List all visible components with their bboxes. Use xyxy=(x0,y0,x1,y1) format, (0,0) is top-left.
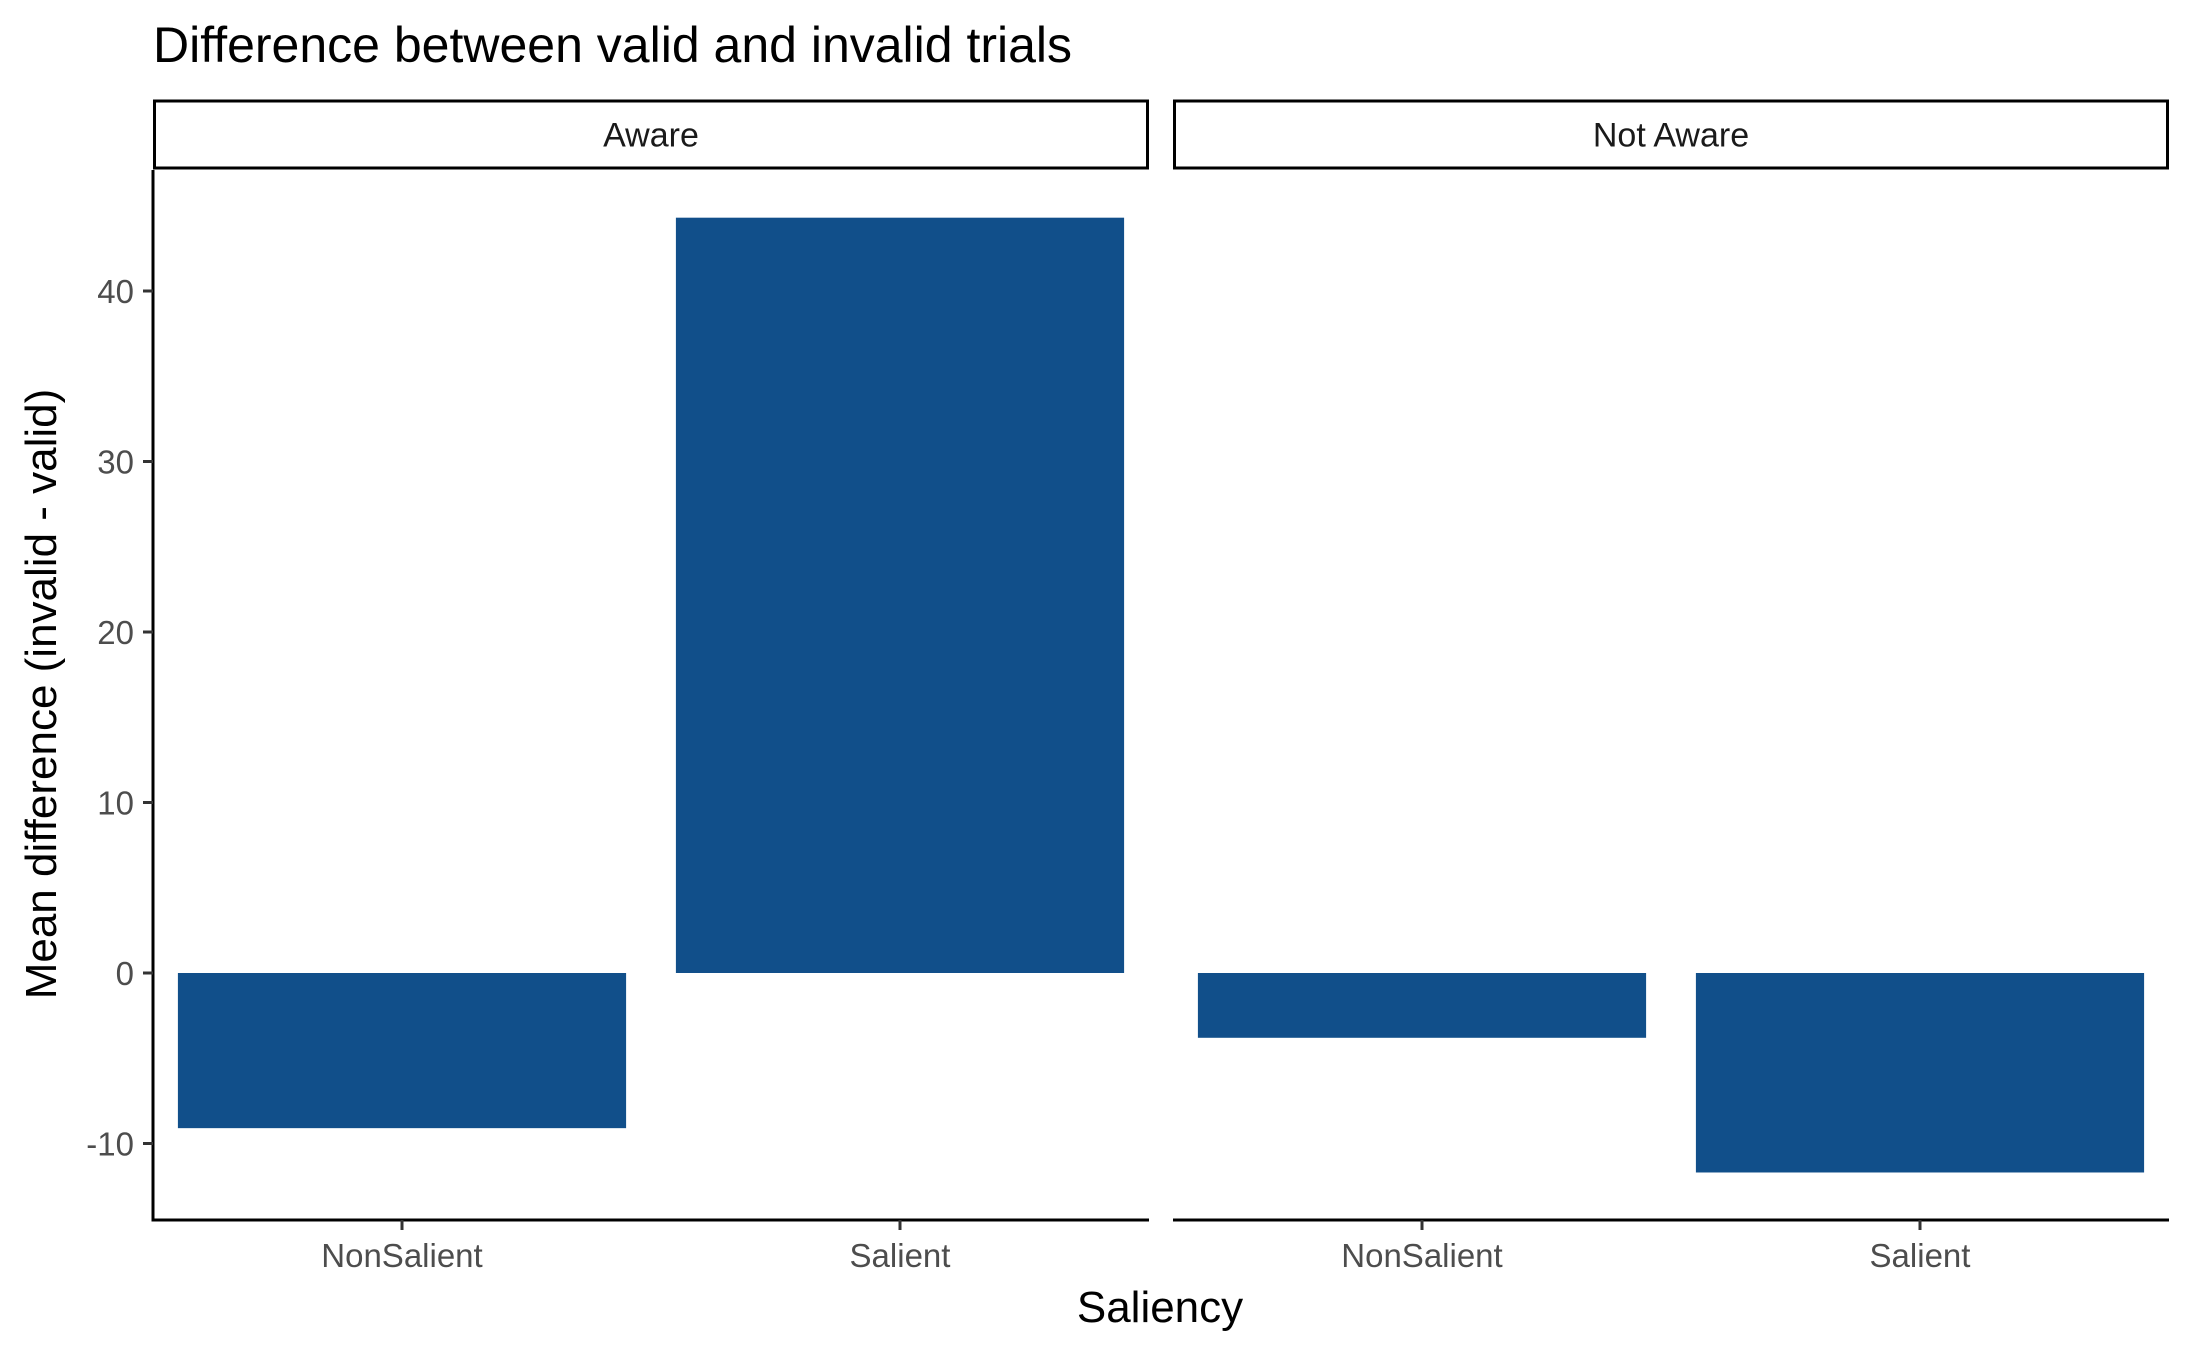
x-tick-label: NonSalient xyxy=(1341,1237,1502,1274)
y-axis: -10 0 10 20 30 40 xyxy=(86,170,155,1222)
y-axis-title: Mean difference (invalid - valid) xyxy=(17,389,66,1000)
x-axis-title: Saliency xyxy=(1077,1283,1243,1332)
y-tick-label: -10 xyxy=(86,1126,134,1163)
facet-label-aware: Aware xyxy=(603,117,699,155)
x-tick-label: Salient xyxy=(850,1237,951,1274)
y-tick-label: 40 xyxy=(97,273,134,310)
y-tick-label: 20 xyxy=(97,614,134,651)
x-tick-label: NonSalient xyxy=(321,1237,482,1274)
facet-label-not-aware: Not Aware xyxy=(1593,117,1749,155)
y-tick-label: 0 xyxy=(116,955,134,992)
x-tick-label: Salient xyxy=(1870,1237,1971,1274)
bar-not-aware-salient xyxy=(1695,973,2145,1173)
facet-panels: Aware NonSalient Salient Not Aware NonSalien… xyxy=(153,99,2169,1274)
bar-not-aware-nonsalient xyxy=(1197,973,1647,1038)
chart-title: Difference between valid and invalid tri… xyxy=(153,17,1072,73)
y-tick-label: 10 xyxy=(97,785,134,822)
bar-aware-salient xyxy=(675,217,1125,973)
facet-aware: Aware NonSalient Salient xyxy=(153,99,1149,1274)
facet-not-aware: Not Aware NonSalient Salient xyxy=(1173,99,2169,1274)
y-tick-label: 30 xyxy=(97,444,134,481)
facet-strip-aware xyxy=(153,99,1149,170)
facet-strip-not-aware xyxy=(1173,99,2169,170)
bar-aware-nonsalient xyxy=(177,973,627,1129)
